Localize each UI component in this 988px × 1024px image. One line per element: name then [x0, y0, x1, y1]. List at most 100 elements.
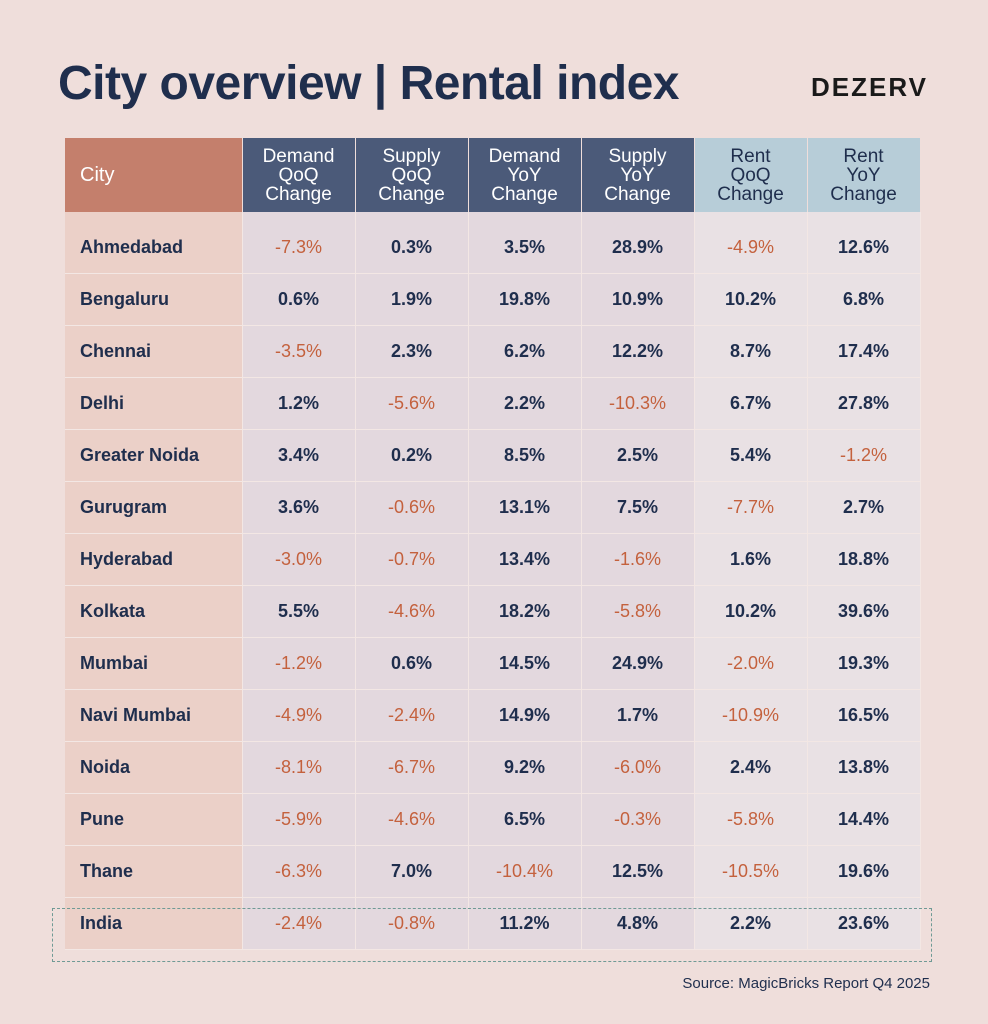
value-cell: 6.8% — [807, 273, 921, 326]
table-row: Thane -6.3% 7.0% -10.4% 12.5% -10.5% 19.6% — [65, 845, 921, 898]
value-cell: 19.8% — [468, 273, 582, 326]
value-cell: -10.4% — [468, 845, 582, 898]
city-name-cell: Bengaluru — [65, 273, 243, 326]
value-cell: -4.9% — [694, 222, 808, 274]
table-row: Greater Noida 3.4% 0.2% 8.5% 2.5% 5.4% -1.2% — [65, 429, 921, 482]
city-name-cell: Chennai — [65, 325, 243, 378]
spacer-cell — [581, 212, 695, 222]
value-cell: -0.7% — [355, 533, 469, 586]
column-header-line: QoQ — [391, 164, 432, 186]
rental-index-table: City Demand QoQ Change Supply QoQ Change Demand… — [65, 138, 921, 950]
value-cell: -5.6% — [355, 377, 469, 430]
column-header-line: YoY — [620, 164, 655, 186]
value-cell: 2.2% — [694, 897, 808, 950]
value-cell: 12.6% — [807, 222, 921, 274]
value-cell: 2.7% — [807, 481, 921, 534]
city-name-cell: Hyderabad — [65, 533, 243, 586]
value-cell: 16.5% — [807, 689, 921, 742]
value-cell: 2.2% — [468, 377, 582, 430]
value-cell: 12.5% — [581, 845, 695, 898]
value-cell: -6.3% — [242, 845, 356, 898]
value-cell: -5.8% — [581, 585, 695, 638]
value-cell: 8.5% — [468, 429, 582, 482]
value-cell: 13.1% — [468, 481, 582, 534]
column-header-1: Demand QoQ Change — [242, 138, 356, 212]
value-cell: -6.0% — [581, 741, 695, 794]
city-name-cell: Gurugram — [65, 481, 243, 534]
table-row: Hyderabad -3.0% -0.7% 13.4% -1.6% 1.6% 18.8% — [65, 533, 921, 586]
column-header-2: Supply QoQ Change — [355, 138, 469, 212]
table-row-india: India -2.4% -0.8% 11.2% 4.8% 2.2% 23.6% — [65, 897, 921, 950]
spacer-cell — [694, 212, 808, 222]
value-cell: -0.8% — [355, 897, 469, 950]
column-header-6: Rent YoY Change — [807, 138, 921, 212]
column-header-line: Change — [830, 183, 897, 205]
column-header-3: Demand YoY Change — [468, 138, 582, 212]
value-cell: 11.2% — [468, 897, 582, 950]
value-cell: 9.2% — [468, 741, 582, 794]
value-cell: -0.6% — [355, 481, 469, 534]
city-name-cell: Thane — [65, 845, 243, 898]
value-cell: 2.4% — [694, 741, 808, 794]
value-cell: 7.5% — [581, 481, 695, 534]
column-header-line: Supply — [382, 145, 441, 167]
value-cell: 6.7% — [694, 377, 808, 430]
value-cell: 18.2% — [468, 585, 582, 638]
table-row: Pune -5.9% -4.6% 6.5% -0.3% -5.8% 14.4% — [65, 793, 921, 846]
value-cell: 0.2% — [355, 429, 469, 482]
value-cell: -2.4% — [355, 689, 469, 742]
value-cell: 1.7% — [581, 689, 695, 742]
value-cell: 12.2% — [581, 325, 695, 378]
column-header-line: QoQ — [278, 164, 319, 186]
value-cell: -3.0% — [242, 533, 356, 586]
value-cell: 1.2% — [242, 377, 356, 430]
city-name-cell: Ahmedabad — [65, 222, 243, 274]
value-cell: 13.4% — [468, 533, 582, 586]
value-cell: -2.0% — [694, 637, 808, 690]
value-cell: -1.2% — [807, 429, 921, 482]
column-header-line: Demand — [262, 145, 335, 167]
value-cell: 6.5% — [468, 793, 582, 846]
value-cell: -2.4% — [242, 897, 356, 950]
table-header-row: City Demand QoQ Change Supply QoQ Change Demand… — [65, 138, 921, 212]
value-cell: 18.8% — [807, 533, 921, 586]
column-header-line: YoY — [507, 164, 542, 186]
city-name-cell: India — [65, 897, 243, 950]
value-cell: -8.1% — [242, 741, 356, 794]
city-name-cell: Greater Noida — [65, 429, 243, 482]
table-row: Kolkata 5.5% -4.6% 18.2% -5.8% 10.2% 39.6% — [65, 585, 921, 638]
value-cell: 28.9% — [581, 222, 695, 274]
city-name-cell: Delhi — [65, 377, 243, 430]
value-cell: -4.6% — [355, 585, 469, 638]
value-cell: 3.6% — [242, 481, 356, 534]
column-header-line: YoY — [846, 164, 881, 186]
value-cell: -3.5% — [242, 325, 356, 378]
value-cell: 27.8% — [807, 377, 921, 430]
value-cell: 19.3% — [807, 637, 921, 690]
spacer-cell — [242, 212, 356, 222]
source-note: Source: MagicBricks Report Q4 2025 — [682, 975, 930, 992]
column-header-line: Change — [604, 183, 671, 205]
column-header-line: Supply — [608, 145, 667, 167]
spacer-cell — [65, 212, 243, 222]
value-cell: 10.2% — [694, 273, 808, 326]
value-cell: 1.6% — [694, 533, 808, 586]
value-cell: 7.0% — [355, 845, 469, 898]
value-cell: 0.6% — [242, 273, 356, 326]
city-name-cell: Pune — [65, 793, 243, 846]
value-cell: -10.3% — [581, 377, 695, 430]
table-row: Noida -8.1% -6.7% 9.2% -6.0% 2.4% 13.8% — [65, 741, 921, 794]
column-header-line: Change — [491, 183, 558, 205]
value-cell: 10.2% — [694, 585, 808, 638]
column-header-line: Change — [717, 183, 784, 205]
table-row: Navi Mumbai -4.9% -2.4% 14.9% 1.7% -10.9% 16.5… — [65, 689, 921, 742]
value-cell: -0.3% — [581, 793, 695, 846]
value-cell: -7.3% — [242, 222, 356, 274]
value-cell: 14.9% — [468, 689, 582, 742]
value-cell: 3.5% — [468, 222, 582, 274]
value-cell: 19.6% — [807, 845, 921, 898]
value-cell: 6.2% — [468, 325, 582, 378]
table-row: Bengaluru 0.6% 1.9% 19.8% 10.9% 10.2% 6.8% — [65, 273, 921, 326]
table-row: Ahmedabad -7.3% 0.3% 3.5% 28.9% -4.9% 12.6% — [65, 222, 921, 274]
value-cell: 2.3% — [355, 325, 469, 378]
